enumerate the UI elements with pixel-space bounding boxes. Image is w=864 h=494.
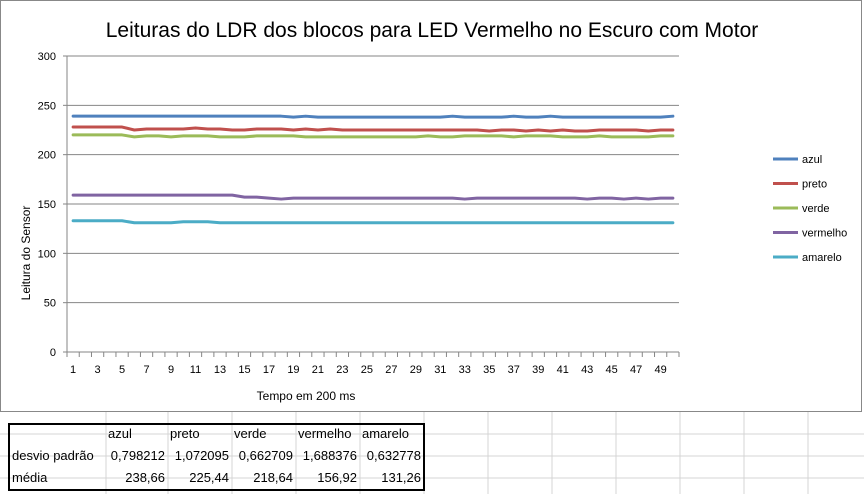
x-tick-label: 27 bbox=[385, 364, 397, 376]
legend-label-vermelho: vermelho bbox=[802, 228, 847, 240]
x-tick-label: 1 bbox=[70, 364, 76, 376]
x-tick-label: 49 bbox=[655, 364, 667, 376]
legend-label-amarelo: amarelo bbox=[802, 252, 842, 264]
table-header-amarelo: amarelo bbox=[362, 426, 409, 441]
table-cell: 1,688376 bbox=[302, 448, 357, 463]
table-cell: 238,66 bbox=[125, 470, 165, 485]
chart-area: Leituras do LDR dos blocos para LED Verm… bbox=[0, 0, 862, 412]
table-cell: 1,072095 bbox=[174, 448, 229, 463]
x-tick-label: 35 bbox=[483, 364, 495, 376]
chart-svg: Leituras do LDR dos blocos para LED Verm… bbox=[19, 19, 847, 403]
table-header-preto: preto bbox=[170, 426, 200, 441]
x-tick-label: 45 bbox=[606, 364, 618, 376]
spreadsheet-area: azul preto verde vermelho amarelo desvio padr… bbox=[0, 412, 864, 494]
grid-layer bbox=[67, 55, 679, 304]
x-axis-label: Tempo em 200 ms bbox=[257, 389, 356, 403]
table-cell: 225,44 bbox=[189, 470, 229, 485]
series-line-vermelho bbox=[71, 193, 675, 201]
series-layer bbox=[71, 114, 675, 225]
x-tick-label: 39 bbox=[532, 364, 544, 376]
x-tick-label: 41 bbox=[557, 364, 569, 376]
table-cell: 0,662709 bbox=[238, 448, 293, 463]
x-tick-label: 37 bbox=[508, 364, 520, 376]
legend: azul preto verde vermelho amarelo bbox=[773, 154, 847, 264]
legend-label-preto: preto bbox=[802, 179, 827, 191]
x-tick-label: 43 bbox=[581, 364, 593, 376]
table-cell: 218,64 bbox=[253, 470, 293, 485]
x-tick-label: 21 bbox=[312, 364, 324, 376]
y-tick-label: 250 bbox=[38, 100, 56, 112]
y-tick-label: 50 bbox=[44, 298, 56, 310]
table-cell: 0,798212 bbox=[110, 448, 165, 463]
x-tick-label: 33 bbox=[459, 364, 471, 376]
x-tick-label: 47 bbox=[630, 364, 642, 376]
sheet-grid bbox=[0, 412, 864, 494]
x-tick-label: 25 bbox=[361, 364, 373, 376]
table-header-azul: azul bbox=[108, 426, 132, 441]
y-axis-label: Leitura do Sensor bbox=[19, 206, 33, 301]
x-tick-label: 29 bbox=[410, 364, 422, 376]
x-tick-label: 17 bbox=[263, 364, 275, 376]
x-tick-label: 7 bbox=[143, 364, 149, 376]
x-tick-label: 19 bbox=[287, 364, 299, 376]
table-header-verde: verde bbox=[234, 426, 267, 441]
x-tick-label: 3 bbox=[95, 364, 101, 376]
x-tick-label: 5 bbox=[119, 364, 125, 376]
x-tick-label: 13 bbox=[214, 364, 226, 376]
series-line-preto bbox=[71, 125, 675, 133]
x-tick-label: 11 bbox=[190, 364, 201, 376]
x-tick-label: 9 bbox=[168, 364, 174, 376]
x-tick-label: 23 bbox=[336, 364, 348, 376]
table-header-vermelho: vermelho bbox=[298, 426, 352, 441]
series-line-verde bbox=[71, 133, 675, 139]
y-tick-label: 300 bbox=[38, 51, 56, 63]
x-tick-label: 31 bbox=[434, 364, 446, 376]
legend-label-verde: verde bbox=[802, 203, 830, 215]
chart-title: Leituras do LDR dos blocos para LED Verm… bbox=[106, 19, 759, 42]
legend-label-azul: azul bbox=[802, 154, 822, 166]
stats-table-border bbox=[8, 423, 425, 491]
series-line-azul bbox=[71, 114, 675, 119]
y-tick-label: 0 bbox=[50, 347, 56, 359]
y-tick-label: 200 bbox=[38, 150, 56, 162]
table-cell: 0,632778 bbox=[366, 448, 421, 463]
table-cell: 131,26 bbox=[381, 470, 421, 485]
x-tick-label: 15 bbox=[238, 364, 250, 376]
series-line-amarelo bbox=[71, 219, 675, 225]
y-tick-label: 150 bbox=[38, 199, 56, 211]
y-tick-label: 100 bbox=[38, 248, 56, 260]
table-cell: 156,92 bbox=[317, 470, 357, 485]
table-row-label: desvio padrão bbox=[12, 448, 94, 463]
table-row-label: média bbox=[12, 470, 48, 485]
